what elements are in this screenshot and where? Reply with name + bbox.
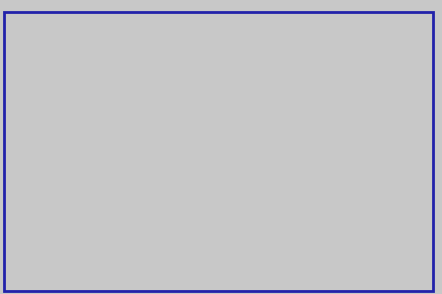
- Text: $\pi_p$: $\pi_p$: [80, 138, 95, 153]
- Text: Net: Net: [324, 130, 352, 144]
- Text: 2.8: 2.8: [324, 164, 351, 179]
- Text: Vertical: Vertical: [108, 240, 174, 255]
- Text: $\pi_t$: $\pi_t$: [286, 130, 300, 144]
- Text: 2: 2: [213, 164, 225, 179]
- Text: $\pi_t$: $\pi_t$: [69, 173, 82, 186]
- Text: 19: 19: [282, 164, 303, 179]
- Text: $P_t$: $P_t$: [95, 171, 109, 187]
- Ellipse shape: [51, 96, 145, 186]
- Text: 3.1: 3.1: [324, 202, 351, 217]
- Text: 15: 15: [282, 202, 303, 217]
- Text: -8: -8: [248, 164, 264, 179]
- Text: $P_c$: $P_c$: [211, 128, 227, 145]
- Ellipse shape: [28, 78, 168, 204]
- Text: Apex:: Apex:: [125, 164, 174, 179]
- Text: 12: 12: [208, 202, 229, 217]
- Text: $P_c$: $P_c$: [56, 138, 70, 153]
- Text: 0.65: 0.65: [237, 240, 274, 255]
- Text: $J_V$: $J_V$: [198, 128, 214, 145]
- Ellipse shape: [22, 121, 47, 162]
- Ellipse shape: [96, 124, 117, 147]
- Text: -0.4: -0.4: [276, 240, 309, 255]
- Text: 1: 1: [213, 240, 224, 255]
- Ellipse shape: [69, 121, 90, 144]
- Text: le fuerzas de Starling (Jv) =  [(Pc – Pt) - σ (πp - πt]: le fuerzas de Starling (Jv) = [(Pc – Pt)…: [35, 16, 407, 30]
- Text: Base:: Base:: [126, 202, 174, 217]
- Ellipse shape: [143, 118, 180, 164]
- Text: $P_t$: $P_t$: [248, 128, 263, 145]
- Text: -1.5: -1.5: [239, 202, 272, 217]
